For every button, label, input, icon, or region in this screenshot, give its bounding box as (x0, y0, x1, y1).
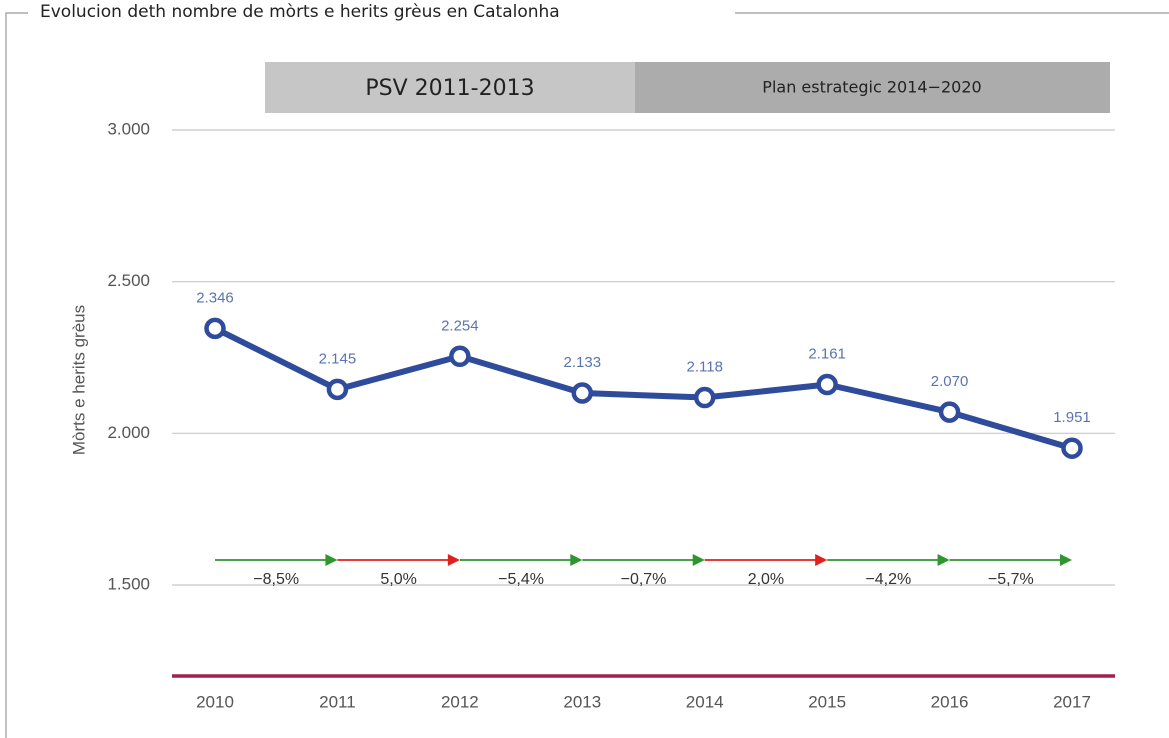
x-tick-label: 2010 (196, 692, 234, 711)
frame (5, 12, 1169, 738)
arrow-head (447, 554, 460, 566)
y-tick-label: 2.000 (107, 423, 150, 442)
y-axis-label: Mòrts e herits grèus (69, 305, 88, 455)
x-tick-label: 2017 (1053, 692, 1091, 711)
x-tick-label: 2013 (563, 692, 601, 711)
period-label: Plan estrategic 2014−2020 (762, 78, 981, 97)
value-label: 2.346 (196, 289, 234, 306)
period-band (265, 62, 635, 113)
line (213, 325, 1073, 452)
change-label: −5,7% (988, 571, 1034, 588)
period-label: PSV 2011-2013 (365, 76, 534, 101)
point (326, 378, 349, 401)
period-band (635, 62, 1110, 113)
change-label: −5,4% (498, 571, 544, 588)
value-label: 1.951 (1053, 409, 1091, 426)
value-label: 2.145 (319, 350, 357, 367)
x-tick-label: 2016 (931, 692, 969, 711)
arrow-head (815, 554, 828, 566)
y-tick-label: 3.000 (107, 119, 150, 138)
value-label: 2.118 (686, 359, 722, 376)
chart-title: Evolucion deth nombre de mòrts e herits … (40, 2, 560, 22)
point (1061, 437, 1083, 459)
change-label: −8,5% (253, 571, 299, 588)
change-label: 2,0% (748, 571, 784, 588)
arrow-head (937, 554, 950, 566)
x-tick-label: 2011 (319, 692, 356, 711)
y-tick-label: 2.500 (107, 271, 150, 290)
y-tick-label: 1.500 (107, 574, 150, 593)
point (449, 345, 471, 368)
point (571, 382, 594, 404)
value-label: 2.254 (441, 317, 479, 334)
change-label: −0,7% (621, 571, 667, 588)
x-tick-label: 2012 (441, 692, 479, 711)
arrow-head (325, 554, 338, 566)
arrow-head (1060, 554, 1072, 566)
point (204, 317, 226, 340)
point (693, 386, 716, 409)
change-label: −4,2% (865, 571, 911, 588)
point (938, 401, 961, 423)
value-label: 2.133 (564, 354, 602, 371)
x-tick-label: 2014 (686, 692, 724, 711)
change-label: 5,0% (380, 571, 416, 588)
arrow-head (692, 554, 705, 566)
x-tick-label: 2015 (808, 692, 846, 711)
value-label: 2.070 (931, 373, 969, 390)
value-label: 2.161 (808, 345, 846, 362)
arrow-head (570, 554, 583, 566)
point (816, 373, 838, 396)
